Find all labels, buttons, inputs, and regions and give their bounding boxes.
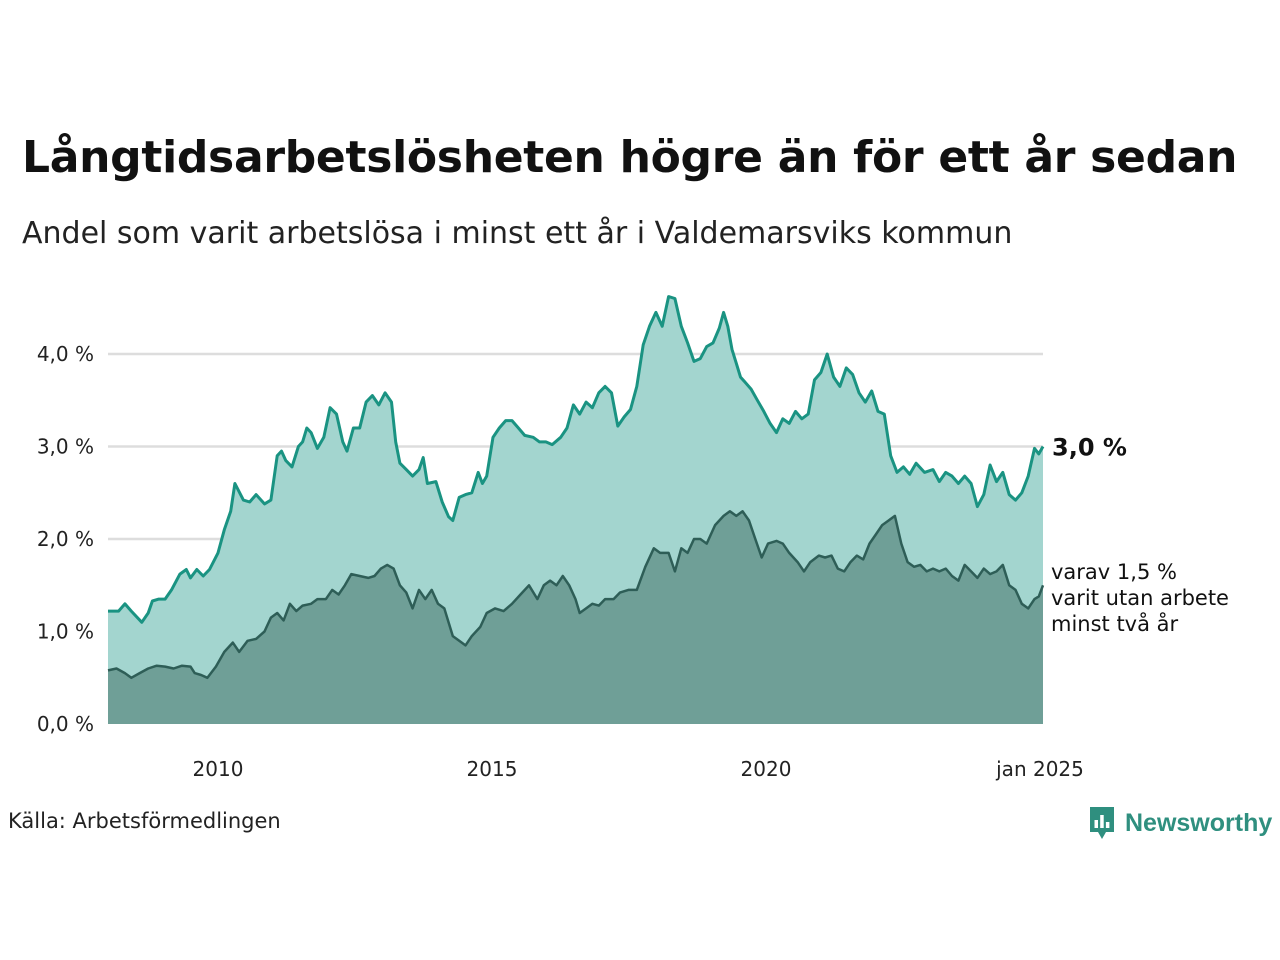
newsworthy-bubble-icon — [1090, 807, 1114, 839]
x-tick-label: 2020 — [741, 757, 792, 781]
y-tick-label: 0,0 % — [37, 712, 94, 736]
chart-title: Långtidsarbetslösheten högre än för ett … — [22, 132, 1238, 183]
chart-subtitle: Andel som varit arbetslösa i minst ett å… — [22, 216, 1013, 251]
series-areas — [108, 296, 1043, 724]
series-lines — [107, 295, 1045, 680]
series-line-minst-ett-ar — [108, 295, 1045, 624]
brand-name: Newsworthy — [1125, 808, 1273, 837]
newsworthy-logo: Newsworthy — [1088, 804, 1272, 842]
x-tick-label: 2010 — [193, 757, 244, 781]
end-label-main: 3,0 % — [1052, 434, 1127, 462]
x-axis-ticks: 2010 2015 2020 jan 2025 — [193, 757, 1084, 781]
y-tick-label: 3,0 % — [37, 435, 94, 459]
end-label-sub-line: minst två år — [1051, 611, 1179, 636]
y-tick-label: 4,0 % — [37, 342, 94, 366]
x-tick-label: 2015 — [467, 757, 518, 781]
y-axis-ticks: 0,0 % 1,0 % 2,0 % 3,0 % 4,0 % — [37, 342, 94, 736]
y-tick-label: 1,0 % — [37, 620, 94, 644]
source-note: Källa: Arbetsförmedlingen — [8, 809, 281, 833]
end-label-sub-line: varav 1,5 % — [1051, 560, 1177, 584]
series-line-minst-tva-ar — [107, 510, 1045, 680]
end-label-sub-line: varit utan arbete — [1051, 586, 1229, 610]
x-tick-label: jan 2025 — [995, 757, 1084, 781]
y-tick-label: 2,0 % — [37, 527, 94, 551]
